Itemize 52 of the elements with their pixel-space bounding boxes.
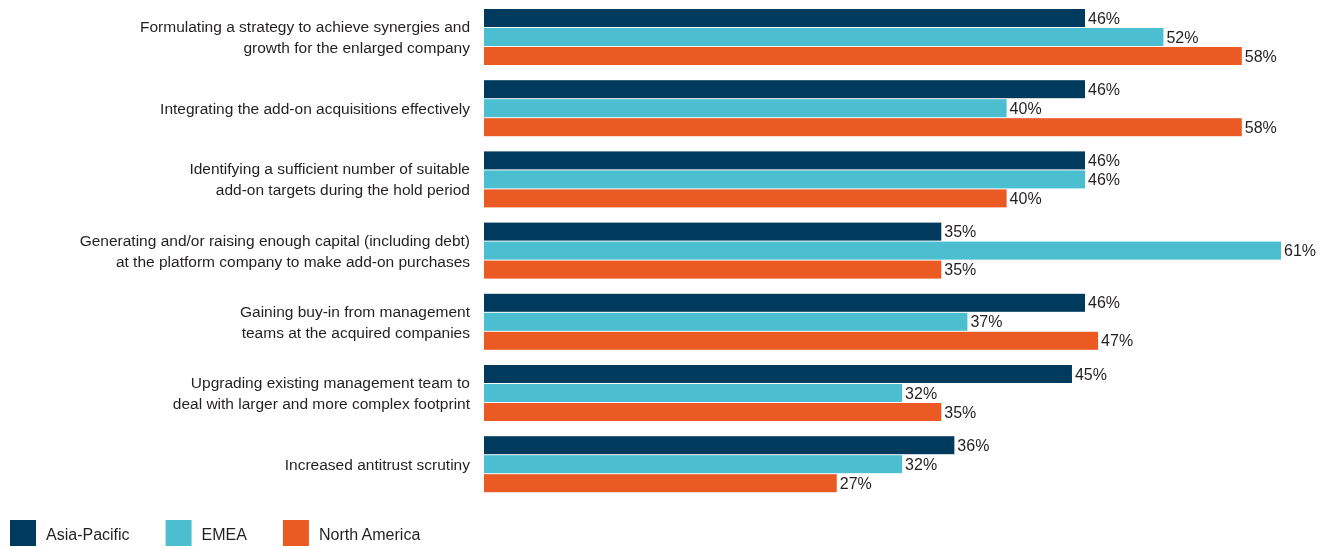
bar [484,99,1007,118]
bar [484,474,837,493]
data-label: 36% [957,436,990,454]
data-label: 46% [1088,152,1121,169]
y-tick-label: Identifying a sufficient number of suitable add-on targets during the hold period [189,160,470,199]
bar [484,331,1099,350]
y-tick-label: Generating and/or raising enough capital (including debt) at the platform company to make add-on purchases [79,231,471,270]
y-tick-label: Upgrading existing management team to deal with larger and more complex footprint [172,373,471,412]
bar [484,80,1086,99]
bar [484,151,1086,170]
bar [484,241,1281,260]
data-label: 58% [1244,47,1277,65]
data-label: 27% [839,474,872,492]
bar [484,28,1164,46]
bar [484,436,955,455]
data-label: 47% [1101,332,1134,350]
bar [484,118,1242,137]
data-label: 45% [1074,365,1107,383]
data-label: 32% [905,455,938,473]
bar [484,9,1086,27]
y-tick-label: Formulating a strategy to achieve synergies and growth for the enlarged company [140,17,471,56]
bar [484,260,942,279]
data-label: 40% [1009,99,1042,117]
data-label: 58% [1244,118,1277,136]
bar [484,312,968,331]
data-label: 35% [944,223,977,241]
data-label: 46% [1088,9,1121,27]
data-label: 35% [944,403,977,421]
bar [484,189,1007,208]
bar [484,365,1072,383]
data-label: 46% [1088,80,1121,98]
legend-label: Asia-Pacific [46,525,130,543]
y-tick-label: Increased antitrust scrutiny [284,455,471,473]
data-label: 46% [1088,294,1121,312]
bar [484,293,1086,312]
data-label: 37% [970,313,1003,331]
data-label: 32% [905,384,938,402]
bar [484,455,903,474]
y-tick-label: Integrating the add-on acquisitions effectively [160,99,471,117]
legend-label: EMEA [201,525,248,543]
data-label: 61% [1284,242,1317,260]
y-tick-label: Gaining buy-in from management teams at the acquired companies [239,302,471,341]
data-label: 52% [1166,28,1199,46]
bar [484,403,942,421]
bar [484,47,1242,65]
data-label: 46% [1088,171,1121,188]
legend-label: North America [318,525,421,543]
bar [484,384,903,402]
data-label: 35% [944,261,977,279]
bar [484,170,1086,189]
data-label: 40% [1009,190,1042,207]
bar [484,222,942,241]
